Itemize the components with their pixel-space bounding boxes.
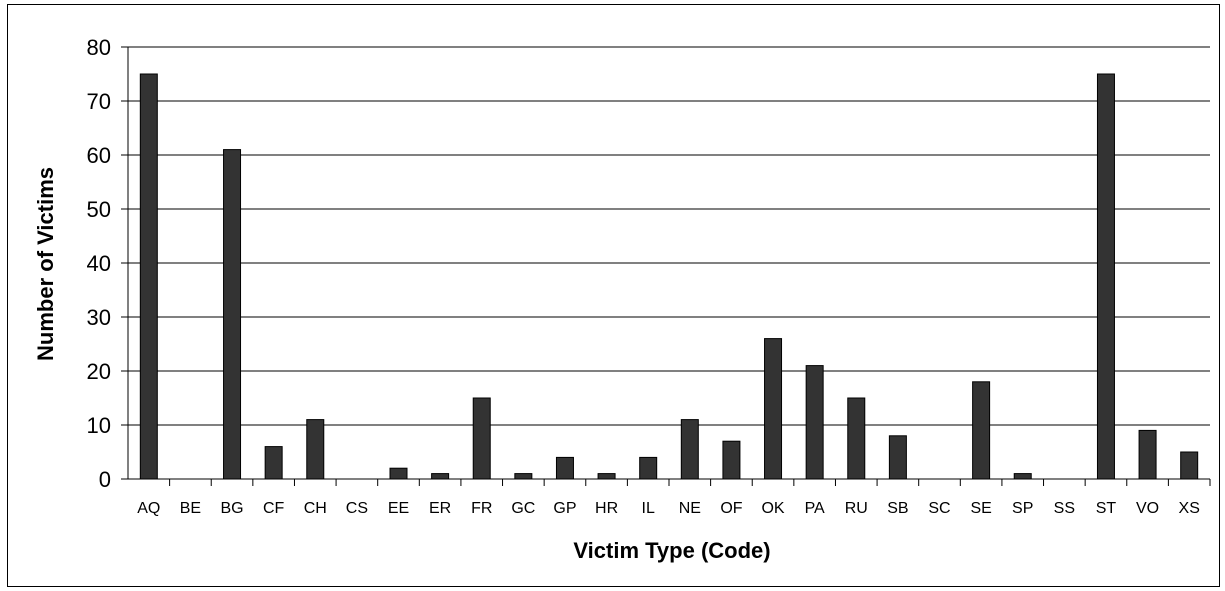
bar-st: [1096, 73, 1115, 480]
y-tick-label: 60: [87, 143, 111, 168]
x-category-label: HR: [595, 500, 618, 517]
y-tick-label: 80: [87, 35, 111, 60]
bar-sb: [888, 435, 907, 480]
x-category-label: ST: [1096, 500, 1117, 517]
y-tick-label: 50: [87, 197, 111, 222]
x-category-label: EE: [388, 500, 409, 517]
bar-se: [972, 381, 991, 480]
bar-ee: [389, 467, 408, 480]
bar-xs: [1180, 451, 1199, 480]
x-category-label: SE: [970, 500, 991, 517]
bar-of: [722, 440, 741, 480]
x-axis-title: Victim Type (Code): [573, 538, 770, 563]
gridlines: [128, 46, 1210, 426]
bars: [139, 73, 1199, 480]
bar-pa: [805, 365, 824, 480]
x-category-label: OK: [761, 500, 784, 517]
x-category-label: SB: [887, 500, 908, 517]
x-category-label: GP: [553, 500, 576, 517]
bar-aq: [139, 73, 158, 480]
bar-ne: [680, 419, 699, 480]
bar-sp: [1013, 473, 1032, 480]
x-category-label: SC: [928, 500, 950, 517]
bar-ok: [764, 338, 783, 480]
x-category-label: OF: [720, 500, 742, 517]
bar-fr: [472, 397, 491, 480]
x-category-label: BG: [220, 500, 243, 517]
axes: [121, 46, 1211, 486]
x-category-label: XS: [1179, 500, 1200, 517]
bar-gp: [555, 456, 574, 480]
y-tick-label: 40: [87, 251, 111, 276]
bar-vo: [1138, 429, 1157, 480]
x-category-label: NE: [679, 500, 701, 517]
bar-bg: [223, 149, 242, 480]
y-tick-label: 20: [87, 359, 111, 384]
x-category-label: FR: [471, 500, 492, 517]
x-category-label: VO: [1136, 500, 1159, 517]
x-category-label: SP: [1012, 500, 1033, 517]
bar-hr: [597, 473, 616, 480]
bar-ch: [306, 419, 325, 480]
x-category-label: PA: [805, 500, 825, 517]
y-tick-labels: 0 10 20 30 40 50 60 70 80: [87, 35, 111, 492]
x-category-label: GC: [511, 500, 535, 517]
y-tick-label: 70: [87, 89, 111, 114]
y-axis-title: Number of Victims: [33, 167, 58, 361]
bar-il: [639, 456, 658, 480]
x-category-label: RU: [845, 500, 868, 517]
bar-ru: [847, 397, 866, 480]
y-tick-label: 30: [87, 305, 111, 330]
x-category-label: ER: [429, 500, 451, 517]
x-category-label: BE: [180, 500, 201, 517]
x-category-label: IL: [642, 500, 655, 517]
y-tick-label: 10: [87, 413, 111, 438]
bar-cf: [264, 446, 283, 480]
bar-gc: [514, 473, 533, 480]
x-category-label: CS: [346, 500, 368, 517]
x-category-label: SS: [1054, 500, 1075, 517]
x-category-labels: AQ BE BG CF CH CS EE ER FR GC GP HR IL NE OF OK PA RU SB SC…: [137, 500, 1200, 517]
x-category-label: CF: [263, 500, 285, 517]
bar-er: [431, 473, 450, 480]
y-tick-label: 0: [99, 467, 111, 492]
x-category-label: AQ: [137, 500, 160, 517]
x-category-label: CH: [304, 500, 327, 517]
